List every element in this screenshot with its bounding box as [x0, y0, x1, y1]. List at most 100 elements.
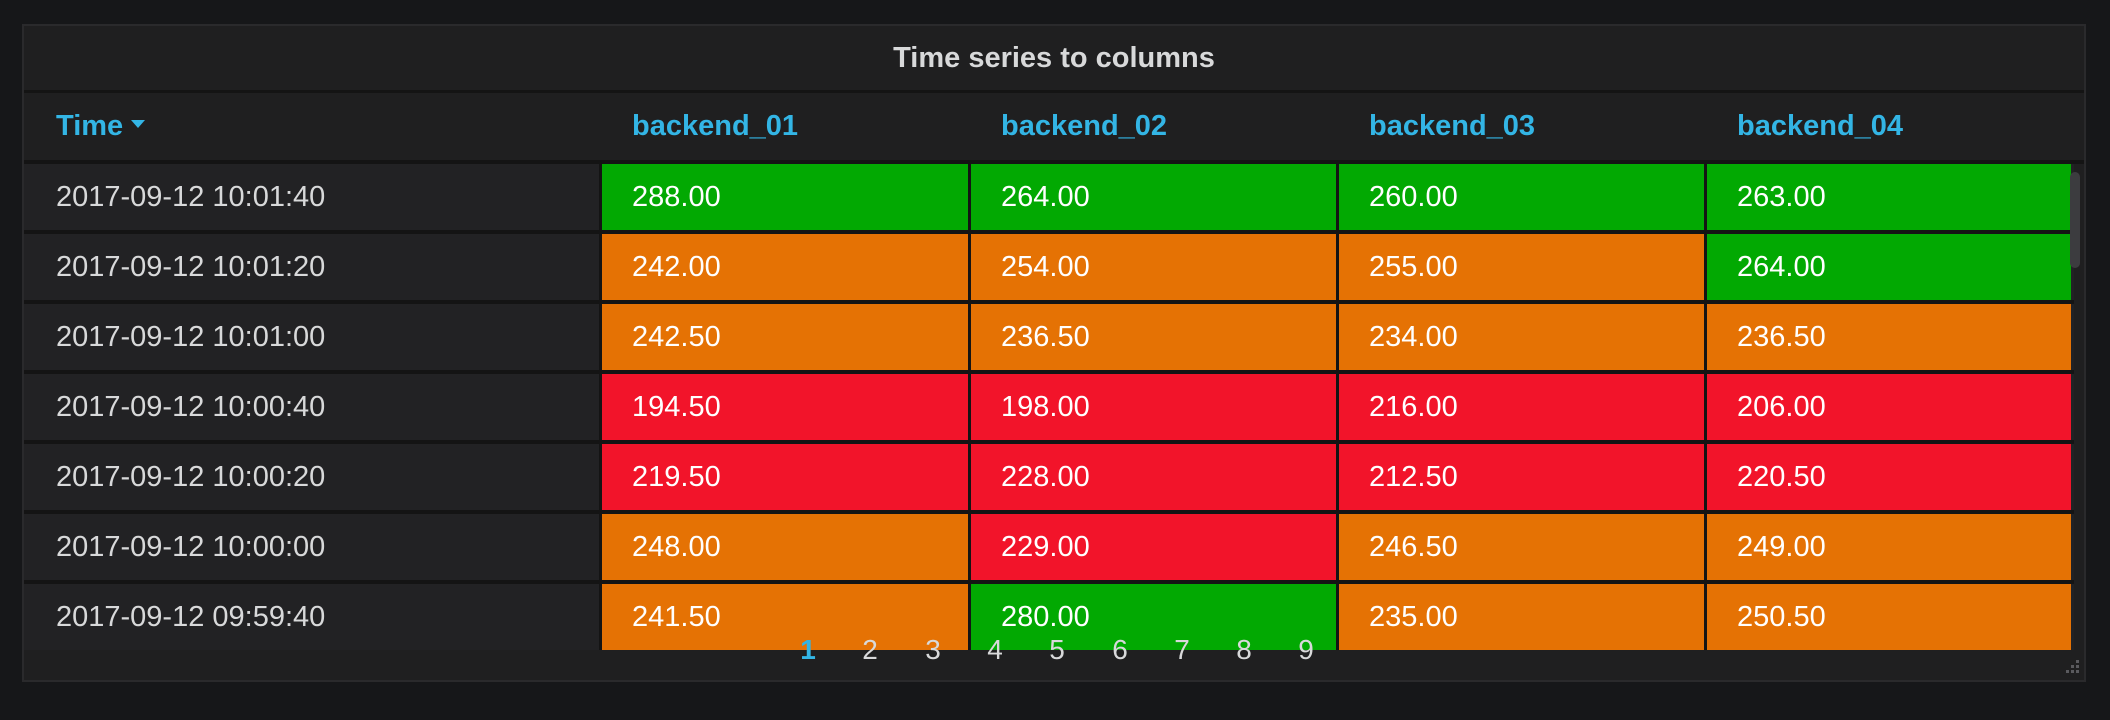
cell-backend-04: 263.00: [1707, 164, 2071, 230]
column-divider: [968, 514, 971, 580]
scrollbar-thumb[interactable]: [2070, 172, 2080, 268]
cell-backend-04: 264.00: [1707, 234, 2071, 300]
column-divider: [1336, 514, 1339, 580]
cell-backend-03: 260.00: [1339, 164, 1704, 230]
column-header-time[interactable]: Time: [56, 93, 146, 160]
column-divider: [599, 514, 602, 580]
column-header-backend-04[interactable]: backend_04: [1737, 93, 1903, 160]
row-divider: [24, 580, 2074, 584]
cell-backend-03: 246.50: [1339, 514, 1704, 580]
page-link[interactable]: 5: [1049, 634, 1065, 665]
column-divider: [968, 164, 971, 230]
column-divider: [968, 584, 971, 650]
column-header-backend-01[interactable]: backend_01: [632, 93, 798, 160]
cell-backend-04: 250.50: [1707, 584, 2071, 650]
column-divider: [968, 304, 971, 370]
column-divider: [1704, 304, 1707, 370]
cell-time: 2017-09-12 09:59:40: [56, 601, 326, 633]
column-divider: [599, 444, 602, 510]
header-divider: [24, 160, 2084, 164]
cell-backend-03: 234.00: [1339, 304, 1704, 370]
table-row: 2017-09-12 09:59:40 241.50 280.00 235.00 250…: [24, 584, 2074, 650]
cell-time: 2017-09-12 10:00:00: [56, 531, 326, 563]
column-divider: [1704, 514, 1707, 580]
cell-backend-03: 235.00: [1339, 584, 1704, 650]
cell-backend-04: 206.00: [1707, 374, 2071, 440]
column-divider: [1704, 234, 1707, 300]
cell-backend-03: 255.00: [1339, 234, 1704, 300]
cell-backend-02: 264.00: [971, 164, 1336, 230]
cell-backend-01: 288.00: [602, 164, 968, 230]
column-divider: [968, 374, 971, 440]
cell-time: 2017-09-12 10:00:40: [56, 391, 326, 423]
page-link[interactable]: 4: [987, 634, 1003, 665]
column-divider: [1704, 164, 1707, 230]
cell-time: 2017-09-12 10:01:20: [56, 251, 326, 283]
cell-time: 2017-09-12 10:01:00: [56, 321, 326, 353]
column-divider: [1336, 304, 1339, 370]
cell-backend-03: 216.00: [1339, 374, 1704, 440]
column-divider: [1704, 374, 1707, 440]
column-divider: [1336, 374, 1339, 440]
column-divider: [1704, 584, 1707, 650]
table-row: 2017-09-12 10:01:20 242.00 254.00 255.00 264…: [24, 234, 2074, 300]
row-divider: [24, 440, 2074, 444]
page-link[interactable]: 3: [925, 634, 941, 665]
cell-backend-02: 198.00: [971, 374, 1336, 440]
table-row: 2017-09-12 10:00:00 248.00 229.00 246.50 249…: [24, 514, 2074, 580]
cell-backend-01: 219.50: [602, 444, 968, 510]
pagination: 1 2 3 4 5 6 7 8 9: [24, 630, 2084, 670]
column-divider: [1336, 444, 1339, 510]
column-divider: [599, 584, 602, 650]
cell-backend-04: 236.50: [1707, 304, 2071, 370]
page-link[interactable]: 6: [1112, 634, 1128, 665]
cell-backend-02: 254.00: [971, 234, 1336, 300]
table-row: 2017-09-12 10:01:00 242.50 236.50 234.00 236…: [24, 304, 2074, 370]
page-link[interactable]: 7: [1174, 634, 1190, 665]
row-divider: [24, 510, 2074, 514]
cell-backend-02: 280.00: [971, 584, 1336, 650]
column-divider: [1336, 164, 1339, 230]
column-divider: [968, 444, 971, 510]
column-divider: [599, 374, 602, 440]
column-header-label: backend_02: [1001, 110, 1168, 142]
panel-title[interactable]: Time series to columns: [893, 42, 1215, 74]
page-link[interactable]: 9: [1298, 634, 1314, 665]
column-header-backend-02[interactable]: backend_02: [1001, 93, 1167, 160]
table-row: 2017-09-12 10:00:40 194.50 198.00 216.00 206…: [24, 374, 2074, 440]
column-header-label: backend_04: [1737, 110, 1904, 142]
sort-desc-icon: [131, 120, 146, 129]
cell-backend-03: 212.50: [1339, 444, 1704, 510]
cell-backend-01: 242.00: [602, 234, 968, 300]
cell-time: 2017-09-12 10:01:40: [56, 181, 326, 213]
column-divider: [599, 304, 602, 370]
cell-backend-02: 236.50: [971, 304, 1336, 370]
page-link[interactable]: 1: [800, 634, 816, 665]
resize-handle-icon[interactable]: [2062, 658, 2080, 676]
cell-backend-01: 242.50: [602, 304, 968, 370]
title-divider: [24, 90, 2084, 93]
column-divider: [599, 164, 602, 230]
column-divider: [968, 234, 971, 300]
column-header-label: backend_03: [1369, 110, 1536, 142]
cell-backend-01: 194.50: [602, 374, 968, 440]
table-row: 2017-09-12 10:01:40 288.00 264.00 260.00 263…: [24, 164, 2074, 230]
cell-time: 2017-09-12 10:00:20: [56, 461, 326, 493]
cell-backend-04: 249.00: [1707, 514, 2071, 580]
cell-backend-01: 241.50: [602, 584, 968, 650]
column-header-label: backend_01: [632, 110, 799, 142]
table-header: Time backend_01 backend_02 backend_03 ba…: [24, 93, 2084, 160]
column-divider: [1336, 234, 1339, 300]
cell-backend-04: 220.50: [1707, 444, 2071, 510]
cell-backend-01: 248.00: [602, 514, 968, 580]
column-divider: [1704, 444, 1707, 510]
column-header-backend-03[interactable]: backend_03: [1369, 93, 1535, 160]
page-link[interactable]: 8: [1236, 634, 1252, 665]
row-divider: [24, 370, 2074, 374]
column-divider: [1336, 584, 1339, 650]
page-link[interactable]: 2: [862, 634, 878, 665]
table-row: 2017-09-12 10:00:20 219.50 228.00 212.50 220…: [24, 444, 2074, 510]
table-panel: Time series to columns Time backend_01 b…: [22, 24, 2086, 682]
row-divider: [24, 300, 2074, 304]
cell-backend-02: 228.00: [971, 444, 1336, 510]
